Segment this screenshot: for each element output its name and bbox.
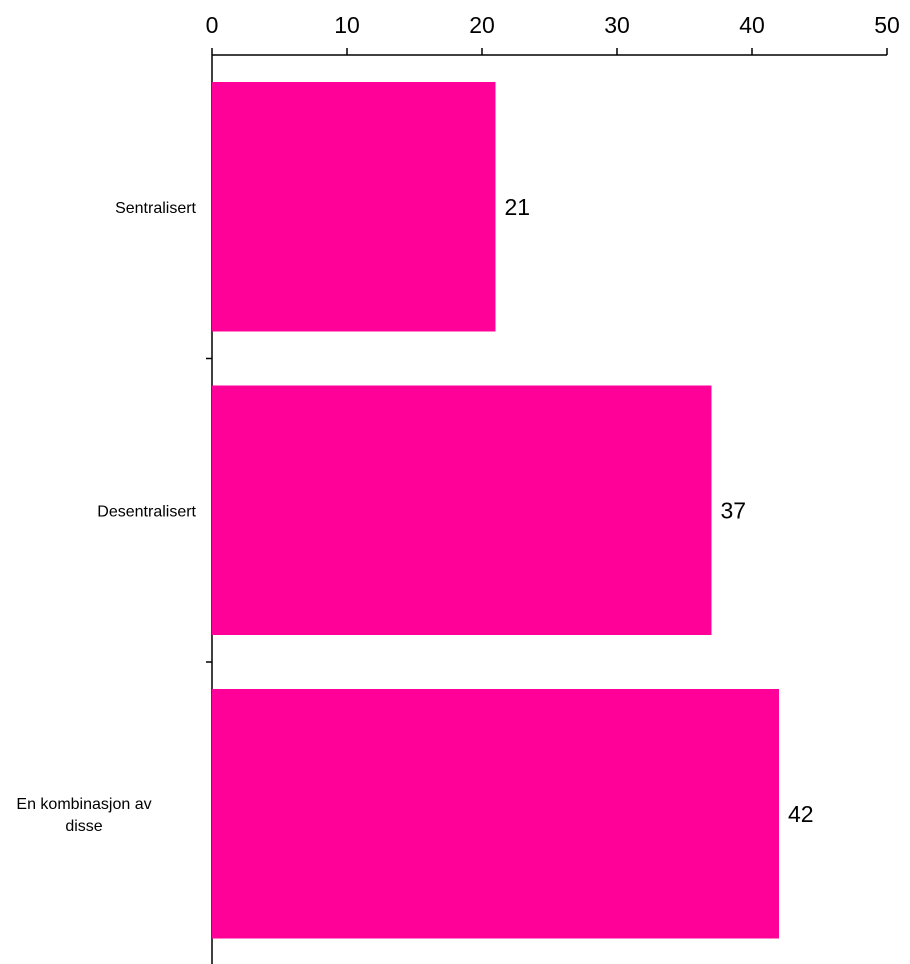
bar-2: [212, 385, 712, 635]
x-tick-label-50: 50: [874, 12, 900, 38]
data-label-1: 21: [505, 194, 531, 220]
category-label-line: En kombinasjon av: [16, 796, 151, 813]
category-label-2: Desentralisert: [97, 503, 196, 520]
x-tick-label-40: 40: [739, 12, 765, 38]
category-labels: Sentralisert Desentralisert En kombinasjon…: [16, 200, 196, 835]
y-axis: [206, 55, 213, 964]
data-label-3: 42: [788, 801, 814, 827]
bar-3: [212, 689, 779, 939]
category-label-1: Sentralisert: [115, 200, 196, 217]
category-label-3: En kombinasjon av disse: [16, 796, 151, 835]
category-label-line: Sentralisert: [115, 200, 196, 217]
category-label-line: disse: [65, 818, 102, 835]
bars: [212, 82, 779, 939]
x-tick-label-30: 30: [604, 12, 630, 38]
category-label-line: Desentralisert: [97, 503, 196, 520]
x-axis: 0 10 20 30 40 50: [206, 12, 900, 56]
bar-1: [212, 82, 496, 332]
x-tick-label-20: 20: [469, 12, 495, 38]
x-tick-label-0: 0: [206, 12, 219, 38]
data-label-2: 37: [721, 497, 747, 523]
data-labels: 21 37 42: [505, 194, 814, 827]
x-tick-label-10: 10: [334, 12, 360, 38]
